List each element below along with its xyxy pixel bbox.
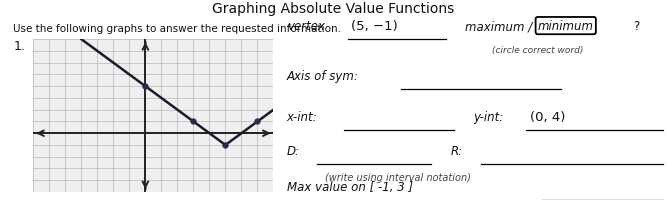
Text: 1.: 1. [13, 40, 25, 53]
Text: ?: ? [633, 20, 639, 33]
Text: Axis of sym:: Axis of sym: [287, 70, 359, 83]
Text: y-int:: y-int: [473, 110, 504, 123]
Text: (write using interval notation): (write using interval notation) [325, 172, 471, 182]
Text: x-int:: x-int: [287, 110, 317, 123]
Text: D:: D: [287, 144, 299, 157]
Text: minimum: minimum [538, 20, 594, 33]
Text: R:: R: [450, 144, 462, 157]
Text: maximum /: maximum / [466, 20, 533, 33]
Text: (circle correct word): (circle correct word) [492, 46, 584, 55]
Text: Graphing Absolute Value Functions: Graphing Absolute Value Functions [212, 2, 455, 16]
Text: (0, 4): (0, 4) [530, 110, 566, 123]
Text: (5, −1): (5, −1) [352, 20, 398, 33]
Text: Max value on [ -1, 3 ]: Max value on [ -1, 3 ] [287, 180, 413, 193]
Text: vertex: vertex [287, 20, 325, 33]
Text: Use the following graphs to answer the requested information.: Use the following graphs to answer the r… [13, 24, 342, 34]
